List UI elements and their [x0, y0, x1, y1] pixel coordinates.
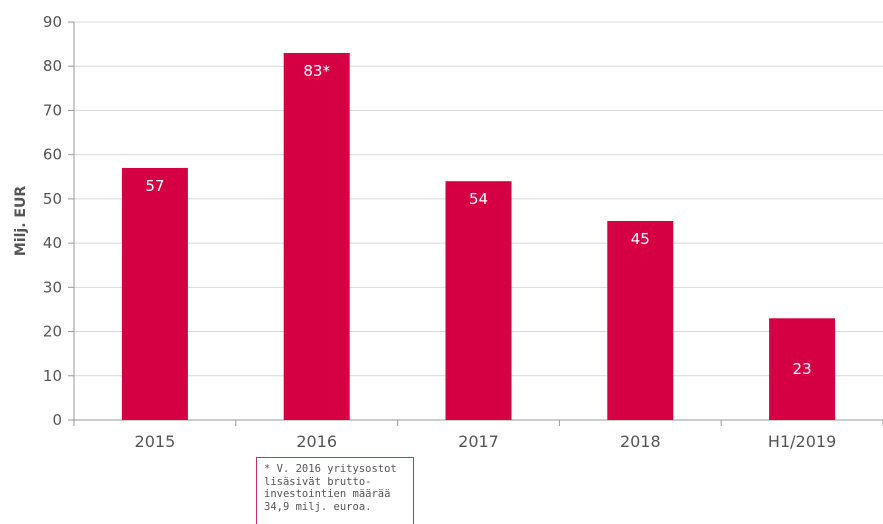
bar-2015: [121, 167, 188, 420]
y-tick-label: 30: [43, 278, 62, 296]
x-category-label: 2015: [135, 432, 176, 451]
y-tick-label: 90: [43, 13, 62, 31]
y-axis-title: Milj. EUR: [13, 186, 29, 256]
bar-h1-2019: [769, 318, 836, 420]
bar-2016: [283, 52, 350, 420]
y-tick-label: 80: [43, 57, 62, 75]
footnote-annotation: * V. 2016 yritysostot lisäsivät brutto- …: [256, 457, 414, 524]
y-tick-label: 20: [43, 323, 62, 341]
y-tick-label: 70: [43, 101, 62, 119]
bar-2018: [607, 221, 674, 420]
x-category-label: H1/2019: [768, 432, 836, 451]
x-category-label: 2018: [620, 432, 661, 451]
y-tick-label: 50: [43, 190, 62, 208]
bar-value-label: 83*: [303, 62, 330, 80]
y-tick-label: 40: [43, 234, 62, 252]
bar-value-label: 23: [793, 360, 812, 378]
bar-value-label: 54: [469, 190, 488, 208]
x-category-label: 2016: [296, 432, 337, 451]
y-tick-label: 0: [52, 411, 62, 429]
bar-2017: [445, 181, 512, 420]
y-tick-label: 10: [43, 367, 62, 385]
bar-value-label: 57: [145, 177, 164, 195]
x-category-label: 2017: [458, 432, 499, 451]
bar-value-label: 45: [631, 230, 650, 248]
y-tick-label: 60: [43, 146, 62, 164]
